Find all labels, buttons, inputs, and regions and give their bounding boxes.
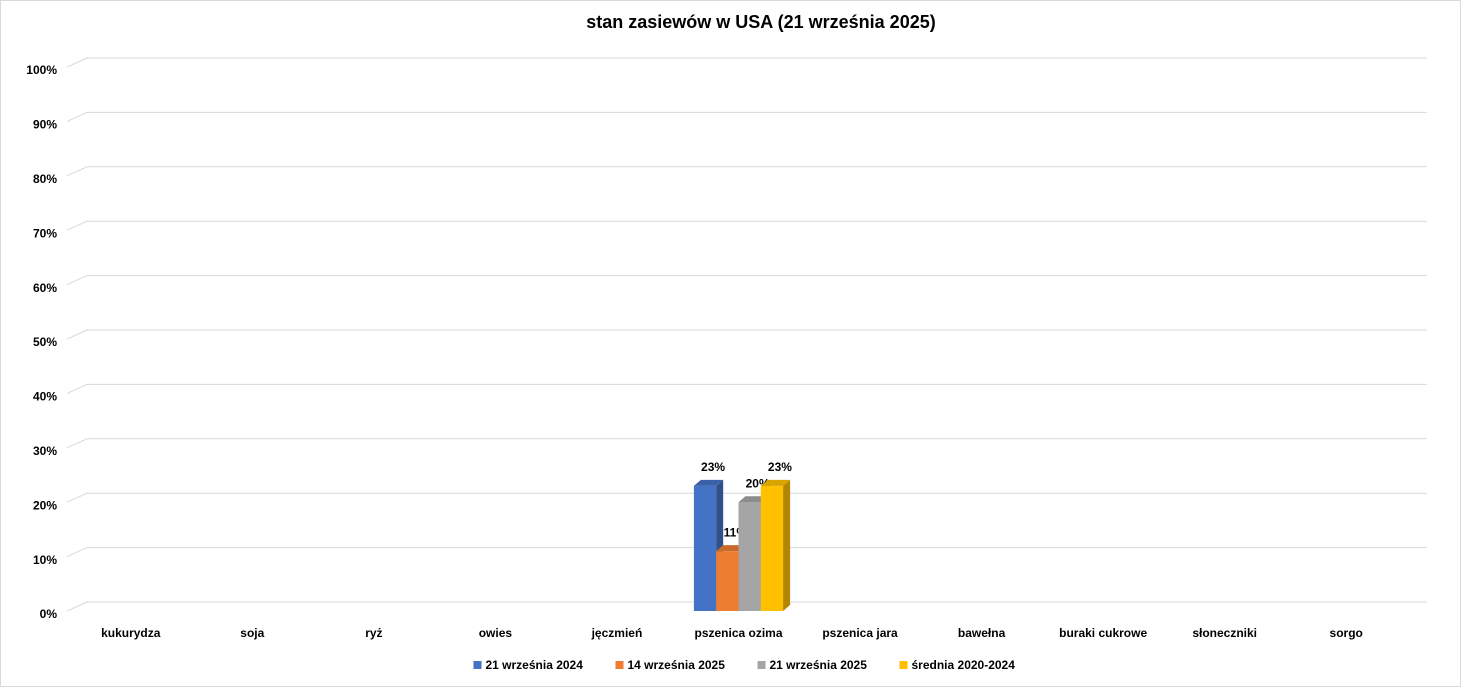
bar-front (716, 551, 739, 611)
grid-line (66, 601, 1427, 612)
x-tick-label: pszenica jara (822, 626, 898, 640)
legend-swatch (615, 661, 624, 669)
legend-swatch (757, 661, 766, 669)
y-tick-label: 10% (33, 553, 57, 567)
x-tick-label: bawełna (958, 626, 1006, 640)
x-tick-label: buraki cukrowe (1059, 626, 1147, 640)
bar-front (760, 485, 784, 611)
bar-top (738, 496, 768, 503)
grid-line (66, 329, 1427, 340)
y-tick-label: 60% (33, 281, 57, 295)
bar-top (760, 479, 791, 486)
y-tick-label: 50% (33, 335, 57, 349)
grid-line (66, 166, 1427, 177)
x-tick-label: ryż (365, 626, 382, 640)
grid-line (66, 547, 1427, 558)
y-tick-label: 70% (33, 226, 57, 240)
y-tick-label: 80% (33, 172, 57, 186)
x-tick-label: owies (479, 626, 513, 640)
legend-swatch (473, 661, 482, 669)
grid-line (66, 111, 1427, 122)
y-tick-label: 20% (33, 498, 57, 512)
chart-title: stan zasiewów w USA (21 września 2025) (586, 12, 935, 32)
legend-swatch (899, 661, 908, 669)
y-tick-label: 100% (26, 63, 57, 77)
y-tick-label: 40% (33, 390, 57, 404)
grid-line (66, 383, 1427, 394)
legend-label: 21 września 2025 (770, 658, 868, 672)
y-tick-label: 90% (33, 118, 57, 132)
bar-front (693, 485, 717, 611)
data-label: 23% (701, 460, 725, 474)
bar-side (783, 479, 791, 611)
legend-label: średnia 2020-2024 (912, 658, 1016, 672)
x-tick-label: kukurydza (101, 626, 161, 640)
grid-line (66, 220, 1427, 231)
y-tick-label: 30% (33, 444, 57, 458)
bar-front (738, 502, 761, 611)
x-tick-label: soja (240, 626, 264, 640)
x-tick-label: słoneczniki (1192, 626, 1257, 640)
x-tick-label: jęczmień (591, 626, 643, 640)
x-tick-label: sorgo (1330, 626, 1363, 640)
y-tick-label: 0% (40, 607, 58, 621)
bar-top (693, 479, 724, 486)
x-tick-label: pszenica ozima (694, 626, 782, 640)
grid-line (66, 275, 1427, 286)
legend-label: 14 września 2025 (628, 658, 726, 672)
grid-line (66, 57, 1427, 68)
grid-line (66, 438, 1427, 449)
grid-line (66, 492, 1427, 503)
data-label: 23% (768, 460, 792, 474)
legend-label: 21 września 2024 (486, 658, 584, 672)
bar-top (716, 545, 746, 552)
